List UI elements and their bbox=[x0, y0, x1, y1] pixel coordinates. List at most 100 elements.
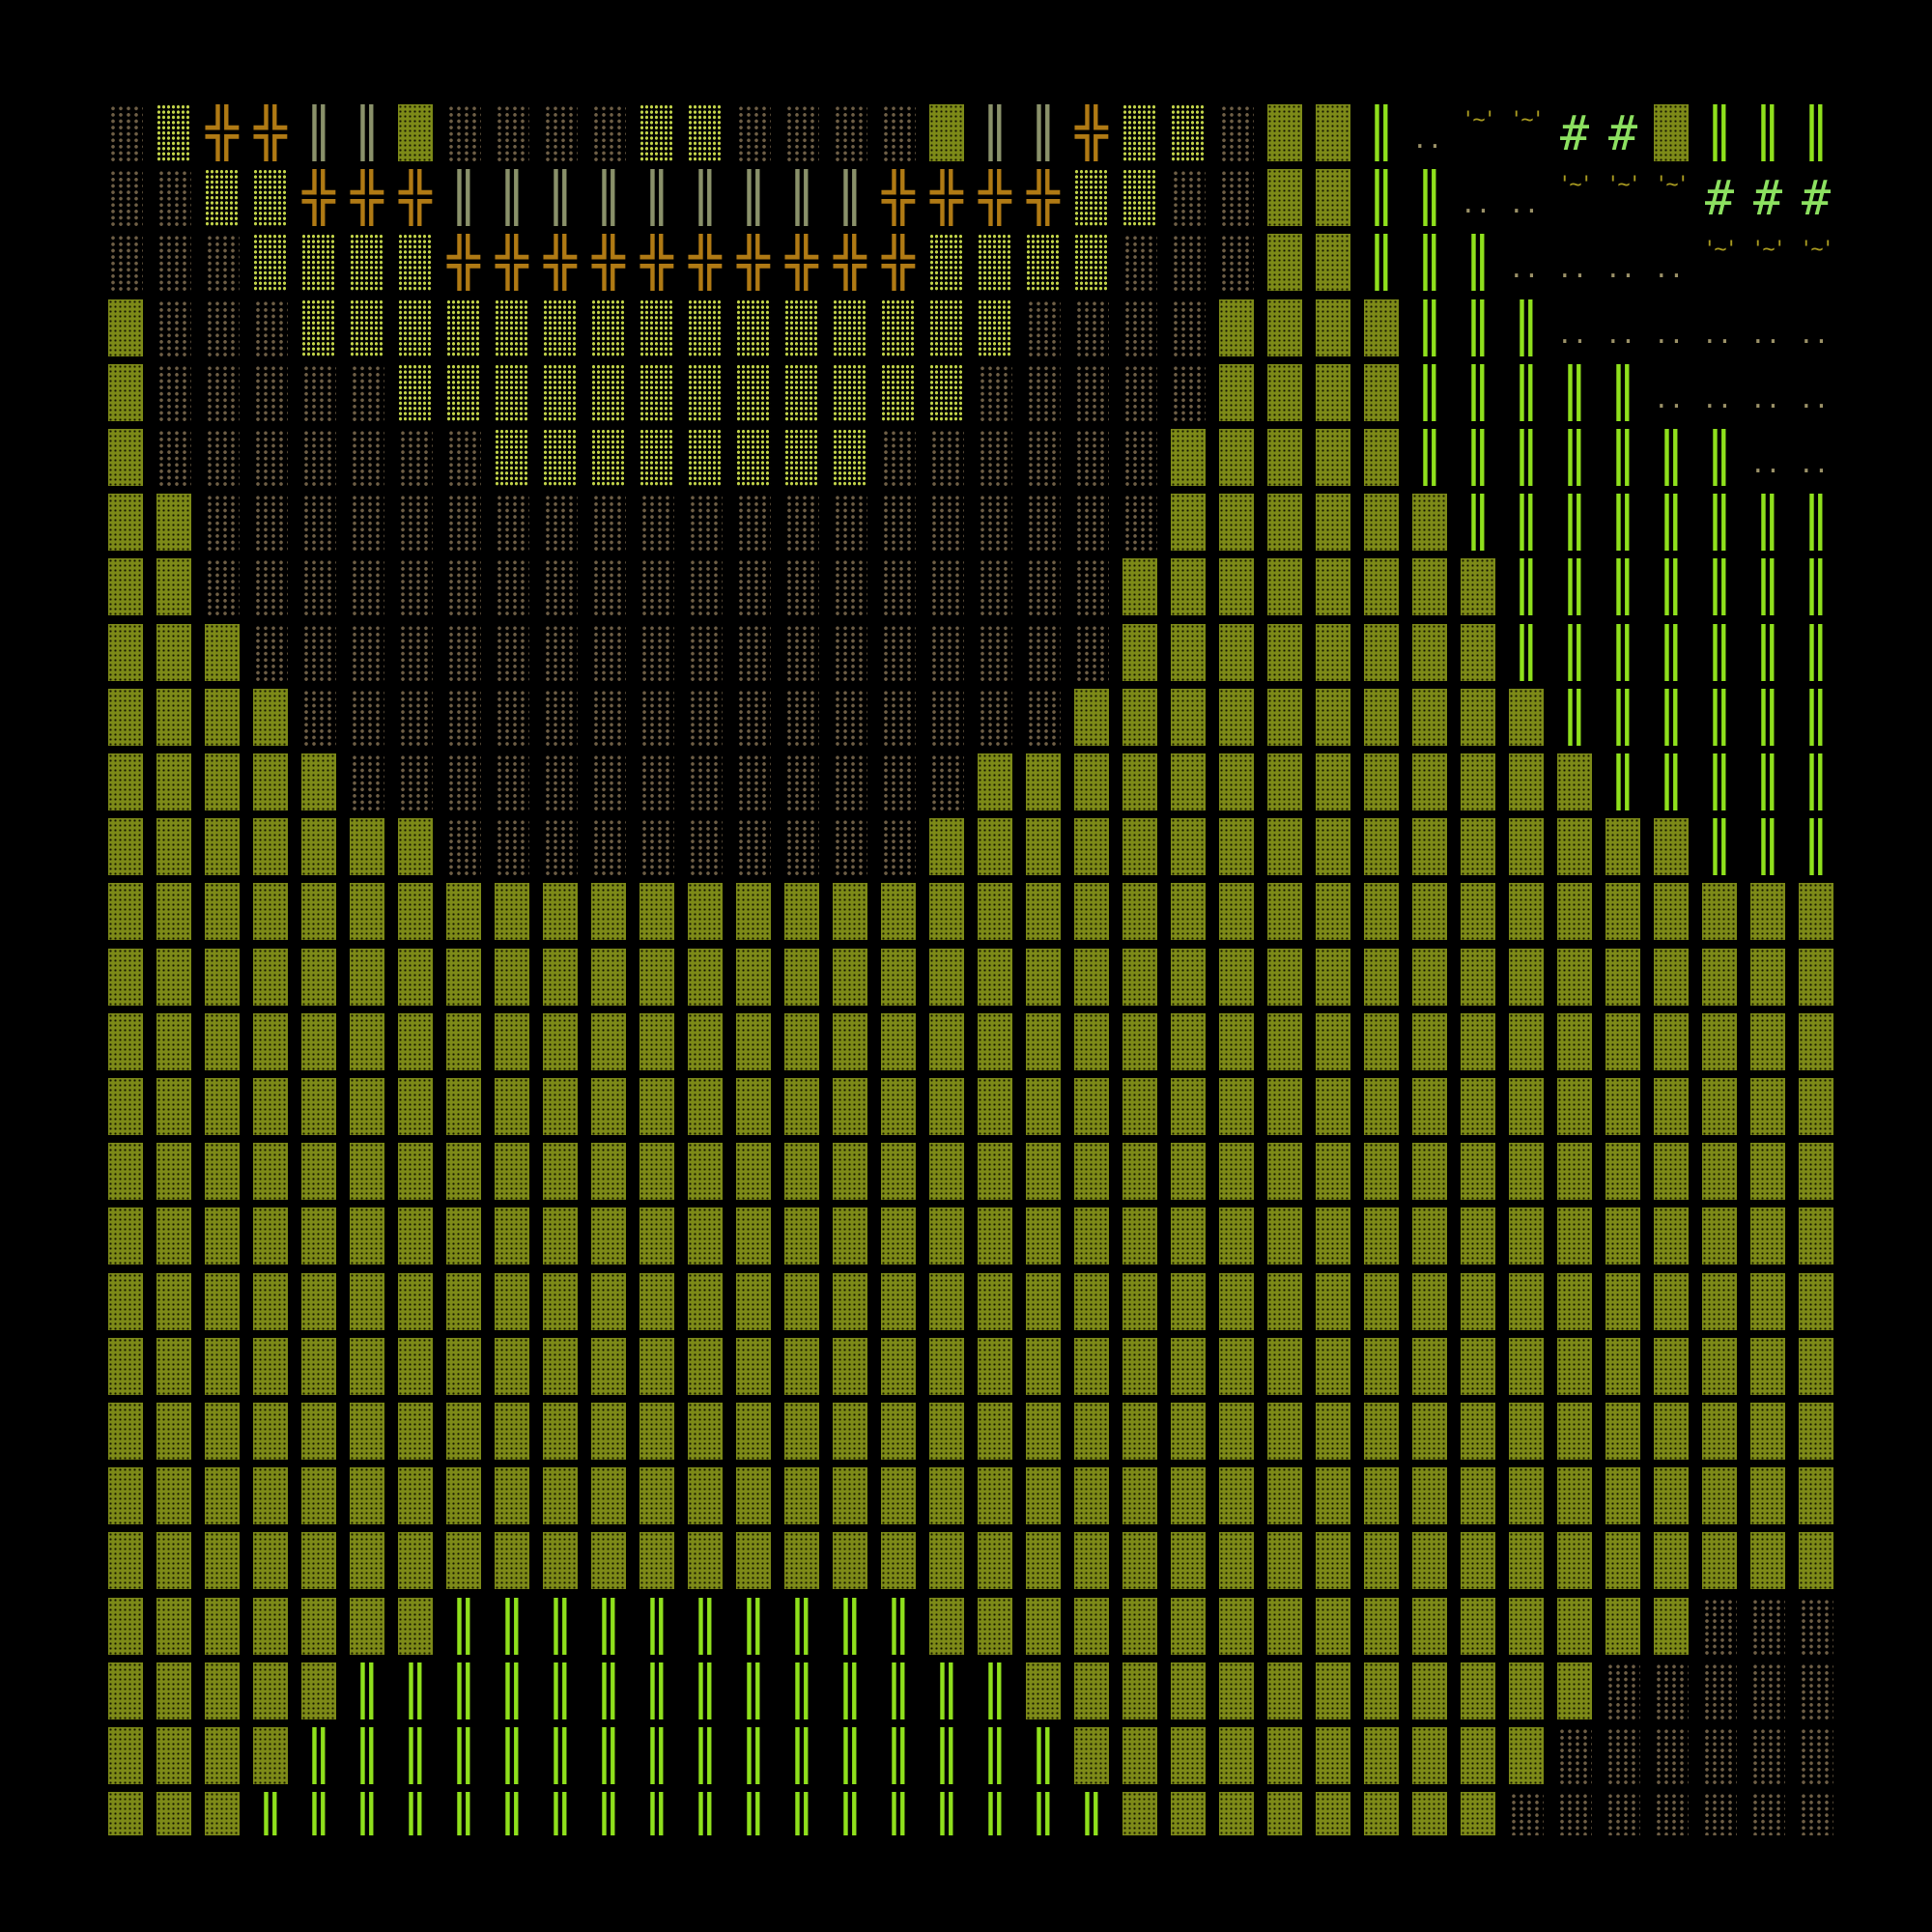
dark-shade-tile bbox=[205, 1662, 240, 1719]
double-bar-tile: ║ bbox=[1703, 688, 1736, 746]
medium-shade-tile bbox=[301, 234, 336, 292]
dark-shade-tile bbox=[1364, 1467, 1399, 1525]
light-shade-tile bbox=[156, 429, 191, 486]
dark-shade-tile bbox=[350, 1208, 384, 1265]
dark-shade-tile bbox=[1267, 1012, 1302, 1070]
dark-shade-tile bbox=[639, 1272, 674, 1330]
dark-shade-tile bbox=[1267, 623, 1302, 681]
double-bar-tile: ║ bbox=[1751, 818, 1784, 876]
dark-shade-tile bbox=[1509, 883, 1544, 941]
double-bar-tile: ║ bbox=[399, 1662, 432, 1719]
dark-shade-tile bbox=[1219, 558, 1254, 616]
dark-shade-tile bbox=[108, 1012, 143, 1070]
light-shade-tile bbox=[736, 688, 771, 746]
dark-shade-tile bbox=[1219, 1597, 1254, 1655]
double-bar-tile: ║ bbox=[1365, 169, 1398, 227]
dark-shade-tile bbox=[1412, 1012, 1447, 1070]
double-bar-tile: ║ bbox=[785, 1727, 818, 1784]
dark-shade-tile bbox=[1605, 1403, 1640, 1460]
dark-shade-tile bbox=[1750, 1208, 1785, 1265]
dark-shade-tile bbox=[1171, 753, 1206, 810]
light-shade-tile bbox=[639, 558, 674, 616]
dark-shade-tile bbox=[253, 948, 288, 1006]
light-shade-tile bbox=[688, 753, 723, 810]
dark-shade-tile bbox=[929, 1532, 964, 1590]
dark-shade-tile bbox=[1412, 623, 1447, 681]
grey-bar-tile: ║ bbox=[447, 169, 480, 227]
light-shade-tile bbox=[1750, 1597, 1785, 1655]
dark-shade-tile bbox=[784, 1403, 819, 1460]
dark-shade-tile bbox=[1316, 623, 1350, 681]
dark-shade-tile bbox=[1509, 1012, 1544, 1070]
double-bar-tile: ║ bbox=[544, 1727, 577, 1784]
dark-shade-tile bbox=[639, 1208, 674, 1265]
dark-shade-tile bbox=[1171, 1208, 1206, 1265]
dark-shade-tile bbox=[1750, 1143, 1785, 1201]
double-bar-tile: ║ bbox=[544, 1597, 577, 1655]
dark-shade-tile bbox=[784, 1208, 819, 1265]
dark-shade-tile bbox=[446, 1143, 481, 1201]
dark-shade-tile bbox=[1122, 688, 1157, 746]
light-shade-tile bbox=[495, 558, 529, 616]
dark-shade-tile bbox=[1026, 1272, 1061, 1330]
light-shade-tile bbox=[1557, 1727, 1592, 1784]
dark-shade-tile bbox=[1267, 234, 1302, 292]
light-shade-tile bbox=[929, 558, 964, 616]
dark-shade-tile bbox=[929, 948, 964, 1006]
light-shade-tile bbox=[978, 688, 1012, 746]
tilde-tile: '~' bbox=[1800, 238, 1833, 263]
light-shade-tile bbox=[398, 623, 433, 681]
dark-shade-tile bbox=[301, 883, 336, 941]
double-bar-tile: ║ bbox=[930, 1727, 963, 1784]
dark-shade-tile bbox=[1122, 1078, 1157, 1135]
dark-shade-tile bbox=[1074, 1597, 1109, 1655]
dark-shade-tile bbox=[1267, 1727, 1302, 1784]
double-bar-tile: ║ bbox=[1413, 234, 1446, 292]
dark-shade-tile bbox=[108, 1662, 143, 1719]
double-cross-tile: ╬ bbox=[737, 234, 770, 292]
light-shade-tile bbox=[156, 298, 191, 356]
dark-shade-tile bbox=[446, 1532, 481, 1590]
dark-shade-tile bbox=[446, 1467, 481, 1525]
light-shade-tile bbox=[1171, 298, 1206, 356]
dark-shade-tile bbox=[929, 1272, 964, 1330]
dark-shade-tile bbox=[350, 1078, 384, 1135]
dark-shade-tile bbox=[1799, 1467, 1833, 1525]
dark-shade-tile bbox=[1605, 1467, 1640, 1525]
light-shade-tile bbox=[1122, 363, 1157, 421]
dark-shade-tile bbox=[156, 1662, 191, 1719]
double-bar-tile: ║ bbox=[1558, 494, 1591, 552]
dark-shade-tile bbox=[1026, 1143, 1061, 1201]
dark-shade-tile bbox=[736, 1467, 771, 1525]
light-shade-tile bbox=[495, 818, 529, 876]
medium-shade-tile bbox=[495, 298, 529, 356]
dark-shade-tile bbox=[108, 298, 143, 356]
dark-shade-tile bbox=[1219, 1467, 1254, 1525]
dark-shade-tile bbox=[1461, 1467, 1495, 1525]
dark-shade-tile bbox=[1316, 1727, 1350, 1784]
dots-tile: ·· bbox=[1654, 262, 1685, 292]
light-shade-tile bbox=[784, 494, 819, 552]
double-bar-tile: ║ bbox=[1751, 558, 1784, 616]
double-bar-tile: ║ bbox=[1703, 558, 1736, 616]
dark-shade-tile bbox=[1122, 818, 1157, 876]
medium-shade-tile bbox=[446, 298, 481, 356]
double-cross-tile: ╬ bbox=[785, 234, 818, 292]
dark-shade-tile bbox=[1122, 1272, 1157, 1330]
dark-shade-tile bbox=[1026, 1012, 1061, 1070]
dots-tile: ·· bbox=[1605, 262, 1636, 292]
dark-shade-tile bbox=[1605, 1532, 1640, 1590]
dark-shade-tile bbox=[1219, 883, 1254, 941]
double-bar-tile: ║ bbox=[1510, 494, 1543, 552]
dark-shade-tile bbox=[688, 1208, 723, 1265]
dark-shade-tile bbox=[108, 948, 143, 1006]
dark-shade-tile bbox=[253, 1597, 288, 1655]
dark-shade-tile bbox=[446, 948, 481, 1006]
dark-shade-tile bbox=[205, 1467, 240, 1525]
dark-shade-tile bbox=[1171, 1662, 1206, 1719]
dark-shade-tile bbox=[350, 948, 384, 1006]
dark-shade-tile bbox=[350, 883, 384, 941]
dark-shade-tile bbox=[1750, 1467, 1785, 1525]
dark-shade-tile bbox=[1654, 1143, 1689, 1201]
dark-shade-tile bbox=[1364, 1208, 1399, 1265]
